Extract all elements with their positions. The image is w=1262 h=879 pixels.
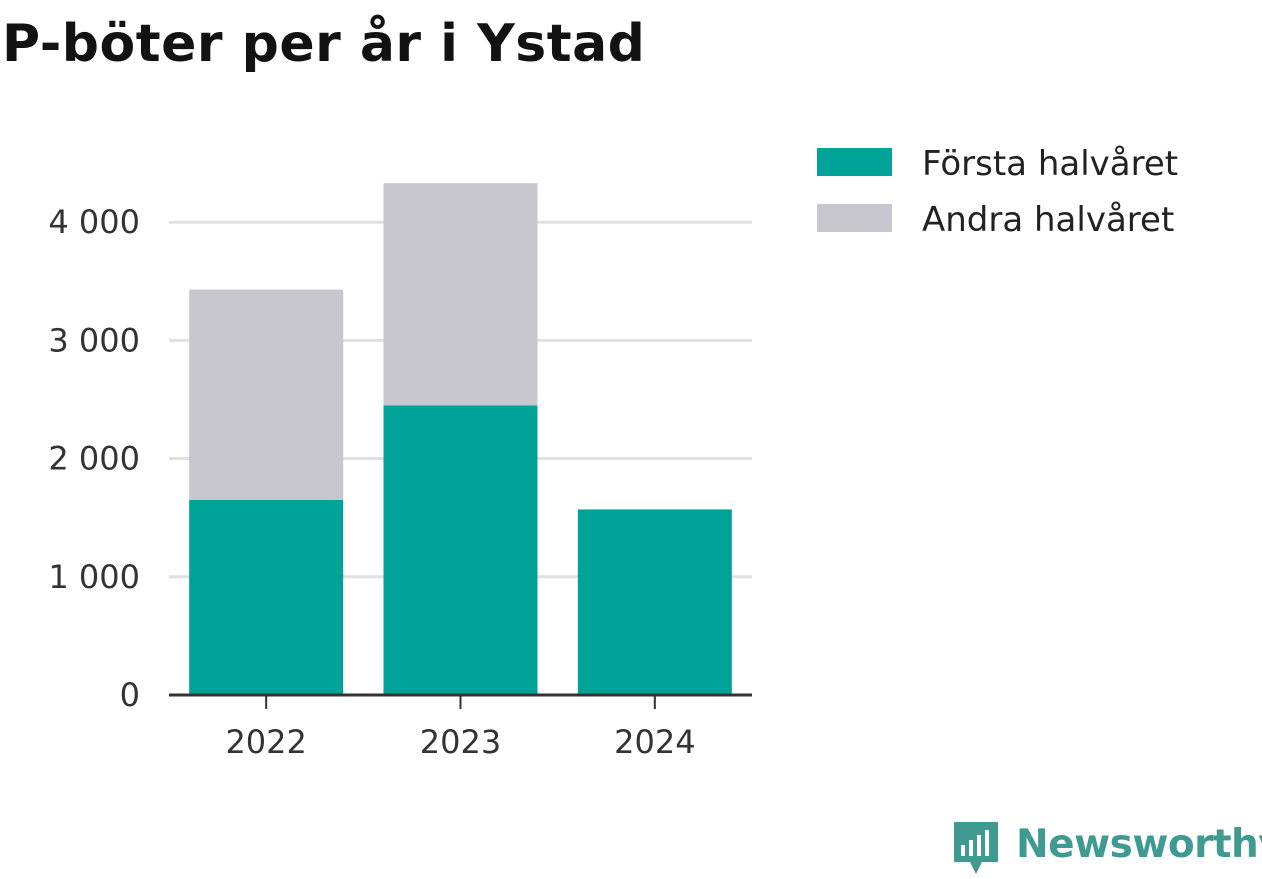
newsworthy-logo-icon xyxy=(954,822,998,874)
axes: 0 1 000 2 000 3 000 4 000 2022 2023 2024 xyxy=(48,203,752,761)
x-tick-label: 2024 xyxy=(614,723,695,761)
legend-label: Första halvåret xyxy=(922,144,1178,184)
chart-title: P-böter per år i Ystad xyxy=(2,14,646,74)
y-tick-label: 1 000 xyxy=(48,558,140,596)
y-tick-label: 0 xyxy=(120,676,140,714)
y-tick-label: 2 000 xyxy=(48,440,140,478)
x-tick-label: 2023 xyxy=(420,723,501,761)
y-tick-label: 4 000 xyxy=(48,203,140,241)
bar-first-half xyxy=(577,509,732,695)
y-tick-label: 3 000 xyxy=(48,321,140,359)
bar-first-half xyxy=(189,499,344,695)
x-tick-label: 2022 xyxy=(225,723,306,761)
bars xyxy=(189,183,732,695)
bar-second-half xyxy=(383,183,538,406)
legend: Första halvåret Andra halvåret xyxy=(817,144,1178,240)
legend-label: Andra halvåret xyxy=(922,200,1174,240)
bar-first-half xyxy=(383,405,538,695)
bar-second-half xyxy=(189,289,344,500)
legend-swatch xyxy=(817,148,892,176)
newsworthy-logo-text: Newsworthy xyxy=(1016,822,1262,867)
legend-swatch xyxy=(817,204,892,232)
newsworthy-logo: Newsworthy xyxy=(950,818,1262,879)
